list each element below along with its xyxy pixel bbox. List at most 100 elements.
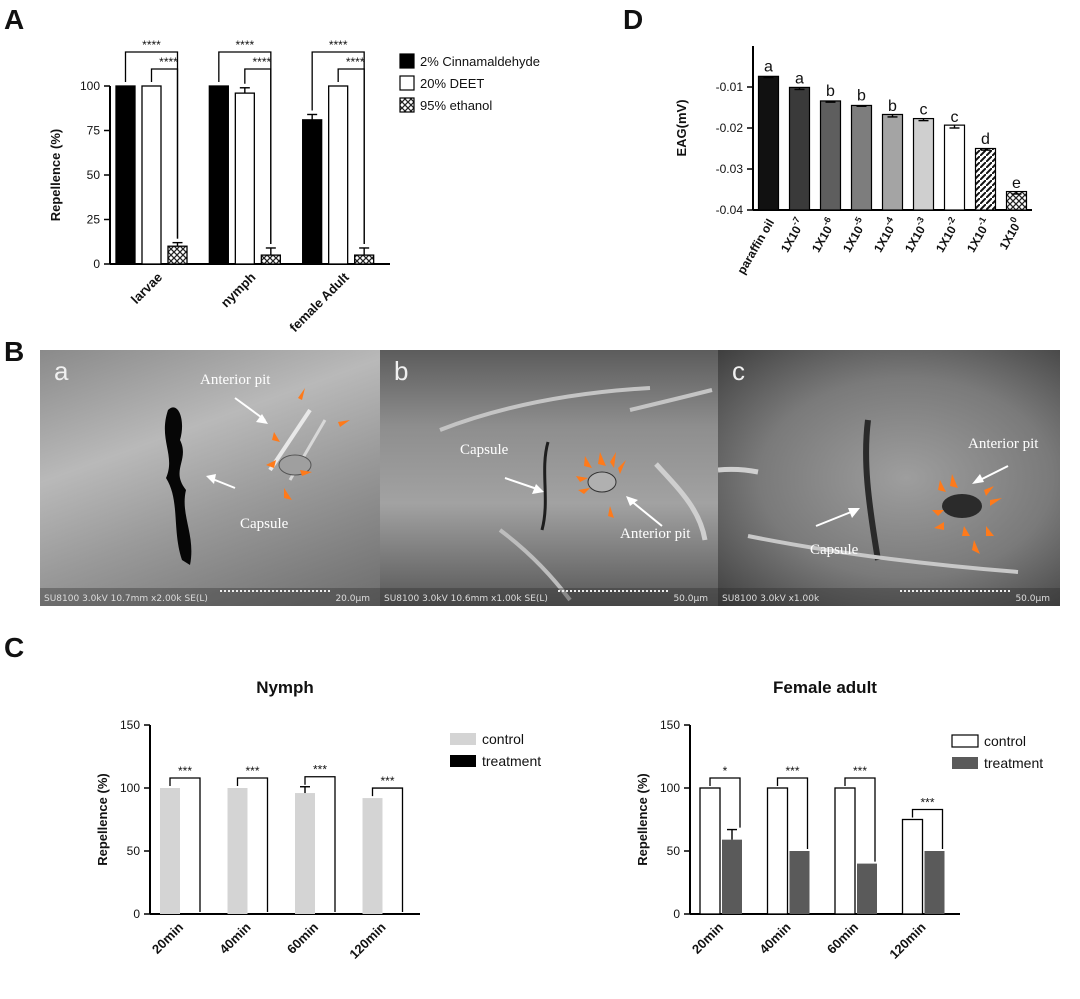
sem-b-letter: b (394, 356, 409, 386)
bar (757, 75, 780, 211)
bar-0 (362, 798, 383, 914)
legend-label: 95% ethanol (420, 98, 492, 113)
bar (850, 104, 873, 211)
bar-1 (722, 839, 742, 914)
x-tick-label: 20min (689, 919, 726, 956)
y-axis-title: EAG(mV) (674, 99, 689, 156)
sem-a-letter: a (54, 356, 69, 386)
significance-bracket (371, 787, 404, 912)
bar-0 (766, 787, 789, 915)
bar (943, 124, 966, 211)
group-letter: a (795, 70, 804, 87)
x-tick-base: 1X10 (840, 223, 866, 255)
x-tick-label: 120min (346, 919, 388, 961)
panel-letter-d: D (623, 4, 644, 35)
x-tick-exponent: -2 (944, 215, 957, 227)
x-tick-label: 40min (756, 919, 793, 956)
sem-a-scale: 20.0μm (335, 594, 370, 604)
x-tick-exponent: -7 (789, 215, 802, 227)
significance-bracket (236, 777, 269, 912)
legend-swatch (399, 97, 415, 113)
significance-label: **** (252, 55, 271, 69)
x-tick-label: 1X10-5 (837, 215, 870, 255)
chart-title: Nymph (256, 678, 314, 697)
x-tick-exponent: -5 (851, 215, 864, 227)
legend-swatch (952, 757, 978, 769)
group-letter: c (920, 102, 928, 119)
chart-d-eag: -0.01 -0.02 -0.03 -0.04 EAG(mV) a paraffin oil… (674, 46, 1032, 277)
significance-label: *** (853, 764, 867, 778)
bar-1 (857, 863, 877, 914)
x-tick-exponent: -1 (975, 215, 988, 227)
y-tick-label: 100 (120, 781, 140, 795)
group-letter: d (981, 131, 990, 148)
legend-label: treatment (482, 753, 541, 769)
group-letter: b (888, 98, 897, 115)
significance-label: **** (329, 38, 348, 52)
significance-label: **** (235, 38, 254, 52)
x-tick-base: 1X10 (902, 223, 928, 255)
significance-label: *** (920, 796, 934, 810)
x-tick-label: paraffin oil (734, 217, 777, 277)
legend-swatch (399, 53, 415, 69)
sem-c-anterior-pit-label: Anterior pit (968, 436, 1039, 452)
panel-letter-c: C (4, 632, 25, 663)
sem-a-info-bar (40, 588, 380, 606)
sem-a-info: SU8100 3.0kV 10.7mm x2.00k SE(L) (44, 594, 208, 604)
group-letter: b (857, 87, 866, 104)
sem-image-a: a Anterior pit Capsule SU8100 3.0kV 10.7… (40, 350, 380, 606)
x-tick-label: 1X10-6 (806, 215, 839, 255)
bar (974, 147, 997, 211)
chart-c-nymph: Nymph 0 50 100 150 Repellence (%) *** 20min *** 4… (95, 678, 541, 962)
x-tick-base: paraffin oil (734, 217, 777, 277)
legend-swatch (399, 75, 415, 91)
sem-b-scale: 50.0μm (673, 594, 708, 604)
legend-label: control (984, 733, 1026, 749)
y-tick-label: 50 (127, 844, 141, 858)
y-axis-title: Repellence (%) (48, 129, 63, 221)
sem-image-c: c Anterior pit Capsule SU8100 3.0kV x1.0… (718, 350, 1060, 606)
bar-0 (115, 85, 136, 265)
sem-c-letter: c (732, 356, 745, 386)
significance-bracket (337, 68, 365, 244)
x-tick-label: 120min (886, 919, 928, 961)
x-tick-label: 1X100 (994, 215, 1025, 252)
y-tick-label: 50 (87, 168, 101, 182)
bar-1 (789, 851, 810, 914)
bar-0 (208, 85, 229, 265)
bar (788, 86, 811, 211)
significance-bracket (709, 777, 741, 828)
sem-b-info: SU8100 3.0kV 10.6mm x1.00k SE(L) (384, 594, 548, 604)
x-tick-base: 1X10 (996, 221, 1022, 253)
y-tick-label: -0.02 (716, 121, 744, 135)
significance-label: *** (380, 774, 394, 788)
significance-bracket (150, 68, 179, 239)
x-tick-label: 60min (284, 919, 321, 956)
significance-label: * (723, 764, 728, 778)
legend-label: 20% DEET (420, 76, 484, 91)
significance-bracket (304, 776, 336, 912)
bar-0 (160, 788, 180, 914)
bar-2 (167, 245, 188, 265)
y-tick-label: -0.01 (716, 80, 744, 94)
sem-c-capsule-label: Capsule (810, 542, 859, 558)
sem-b-info-bar (380, 588, 718, 606)
y-tick-label: 100 (80, 79, 100, 93)
y-tick-label: 75 (87, 124, 101, 138)
sem-c-scale: 50.0μm (1015, 594, 1050, 604)
x-tick-label: 1X10-7 (775, 215, 808, 255)
bar-0 (295, 793, 315, 914)
y-tick-label: -0.04 (716, 203, 744, 217)
significance-label: **** (142, 38, 161, 52)
significance-bracket (244, 68, 272, 244)
sem-b-capsule-label: Capsule (460, 442, 509, 458)
legend-swatch (951, 734, 979, 748)
y-tick-label: -0.03 (716, 162, 744, 176)
x-tick-base: 1X10 (809, 223, 835, 255)
bar (881, 113, 904, 211)
bar-1 (141, 85, 162, 265)
bar-0 (699, 787, 721, 915)
significance-bracket (911, 808, 944, 849)
group-letter: e (1012, 175, 1021, 192)
legend-label: 2% Cinnamaldehyde (420, 54, 540, 69)
